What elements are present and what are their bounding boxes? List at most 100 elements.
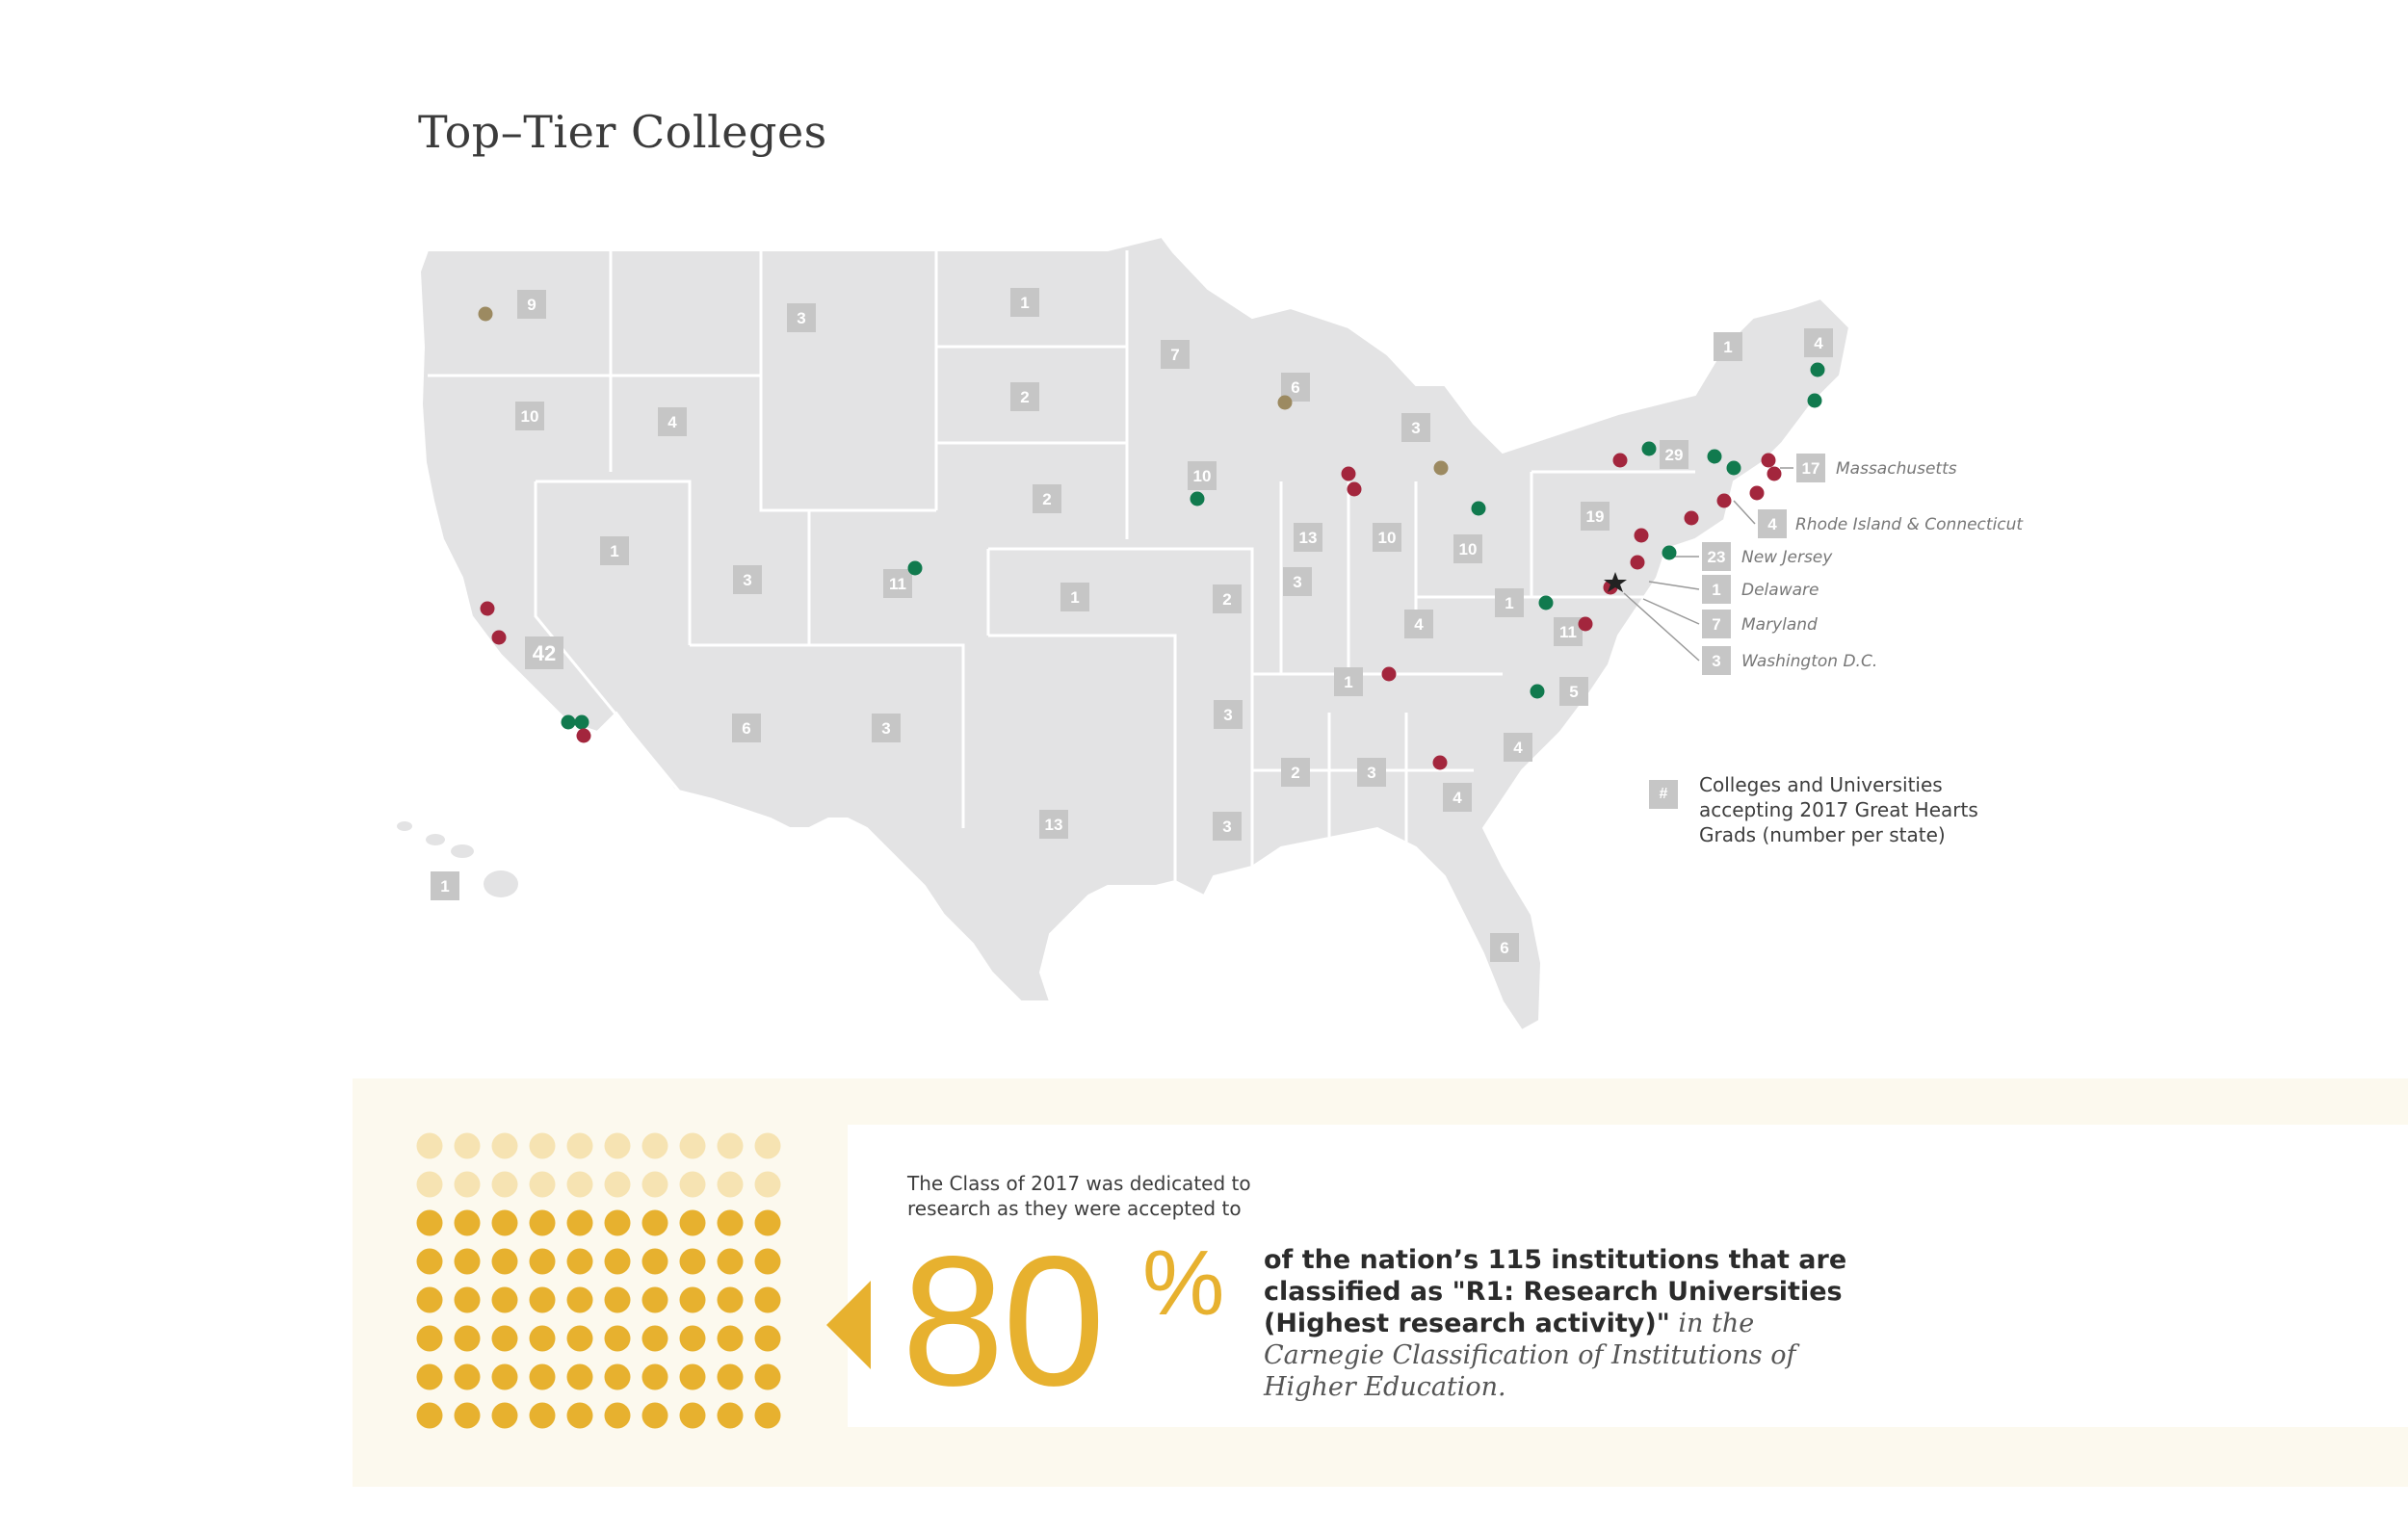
percent-dot-empty [754, 1171, 781, 1198]
state-badge-al [1357, 758, 1386, 787]
stat-percent-sign: % [1142, 1232, 1225, 1335]
state-badge-or [515, 402, 544, 430]
state-badge-az [732, 714, 761, 742]
college-dot [907, 560, 923, 576]
state-badge-count-wv: 1 [1505, 594, 1513, 612]
percent-dot-filled [416, 1402, 443, 1429]
percent-dot-filled [529, 1248, 556, 1275]
percent-dot-empty [454, 1171, 481, 1198]
percent-dot-empty [717, 1132, 744, 1159]
state-badge-count-wa: 9 [527, 296, 536, 314]
state-badge-count-nm: 3 [881, 719, 890, 738]
state-badge-count-or: 10 [521, 407, 539, 426]
state-badge-id [658, 407, 687, 436]
state-badge-count-ny: 29 [1665, 446, 1684, 464]
college-dot [1761, 453, 1776, 468]
college-dot [1432, 755, 1448, 770]
percent-dot-filled [679, 1402, 706, 1429]
percent-dot-filled [717, 1248, 744, 1275]
state-badge-wa [517, 290, 546, 319]
percent-dot-filled [641, 1402, 668, 1429]
percent-dot-empty [491, 1171, 518, 1198]
college-dot [576, 728, 591, 743]
percent-dot-filled [604, 1363, 631, 1390]
percent-dot-empty [717, 1171, 744, 1198]
college-dot [491, 630, 507, 645]
state-badge-mi [1401, 413, 1430, 442]
state-badge-count-il: 13 [1299, 529, 1318, 547]
state-badge-nm [872, 714, 901, 742]
state-badge-count-va: 11 [1559, 623, 1577, 641]
percent-dot-filled [717, 1402, 744, 1429]
percent-dot-filled [491, 1325, 518, 1352]
college-dot [478, 306, 493, 322]
college-dot [574, 714, 589, 730]
college-dot [1807, 393, 1822, 408]
state-badge-count-tx: 13 [1045, 816, 1063, 834]
percent-dot-filled [491, 1286, 518, 1313]
college-dot [1277, 395, 1293, 410]
percent-dot-filled [604, 1402, 631, 1429]
state-badge-count-ga: 4 [1453, 789, 1462, 807]
state-badge-count-ky: 4 [1414, 615, 1424, 634]
state-badge-count-ks: 1 [1070, 588, 1079, 607]
stat-description: of the nation’s 115 institutions that ar… [1264, 1244, 1880, 1403]
percent-dot-filled [754, 1209, 781, 1236]
state-badge-count-la: 3 [1222, 818, 1231, 836]
percent-dot-filled [717, 1363, 744, 1390]
callout-badge [1702, 610, 1731, 638]
callout-badge [1758, 509, 1787, 538]
percent-dot-filled [529, 1325, 556, 1352]
percent-dot-filled [679, 1363, 706, 1390]
percent-dot-empty [604, 1171, 631, 1198]
college-dot [1749, 485, 1765, 501]
percent-dot-empty [416, 1171, 443, 1198]
percent-dot-filled [566, 1402, 593, 1429]
percent-dot-filled [454, 1363, 481, 1390]
percent-dot-empty [529, 1132, 556, 1159]
state-badge-ks [1060, 583, 1089, 611]
state-badge-ny [1660, 440, 1688, 469]
college-dot [1641, 441, 1657, 456]
percent-dot-filled [416, 1286, 443, 1313]
state-badge-count-ca: 42 [533, 641, 556, 665]
college-dot [1190, 491, 1205, 506]
state-badge-pa [1581, 502, 1610, 531]
callout-state-label: Massachusetts [1836, 459, 1957, 479]
college-dot [1767, 466, 1782, 481]
state-badge-count-ok: 3 [1223, 706, 1232, 724]
percent-dot-empty [566, 1132, 593, 1159]
legend-text: Colleges and Universities accepting 2017… [1699, 773, 1978, 846]
state-badge-sd [1010, 382, 1039, 411]
percent-dot-filled [566, 1325, 593, 1352]
state-badge-count-hi: 1 [440, 877, 449, 896]
callout-state-label: Maryland [1741, 615, 1818, 635]
college-dot [1810, 362, 1825, 377]
stat-description-bold: of the nation’s 115 institutions that ar… [1264, 1245, 1847, 1338]
callout-state-label: New Jersey [1741, 548, 1833, 567]
callout-state-label: Washington D.C. [1741, 652, 1877, 671]
state-badge-oh [1453, 534, 1482, 563]
percent-dot-filled [454, 1286, 481, 1313]
percent-dot-filled [566, 1286, 593, 1313]
state-badge-count-mt: 3 [797, 309, 805, 327]
state-badge-count-in: 10 [1378, 529, 1397, 547]
legend-badge: # [1649, 780, 1678, 809]
state-badge-vt [1714, 332, 1742, 361]
percent-dot-filled [641, 1325, 668, 1352]
college-dot [480, 601, 495, 616]
college-dot [1612, 453, 1628, 468]
state-badge-hi [431, 871, 459, 900]
washington-dc-star [1604, 572, 1627, 592]
state-badge-count-az: 6 [742, 719, 750, 738]
college-dot [1662, 545, 1677, 560]
state-badge-count-id: 4 [667, 413, 677, 431]
us-mainland-shape [418, 235, 1851, 1032]
college-dot [1716, 493, 1732, 508]
state-badge-count-sd: 2 [1020, 388, 1029, 406]
callout-leader-line [1642, 598, 1700, 625]
state-badge-count-pa: 19 [1586, 507, 1605, 526]
percent-dot-filled [491, 1402, 518, 1429]
state-badge-count-mn: 7 [1170, 346, 1179, 364]
